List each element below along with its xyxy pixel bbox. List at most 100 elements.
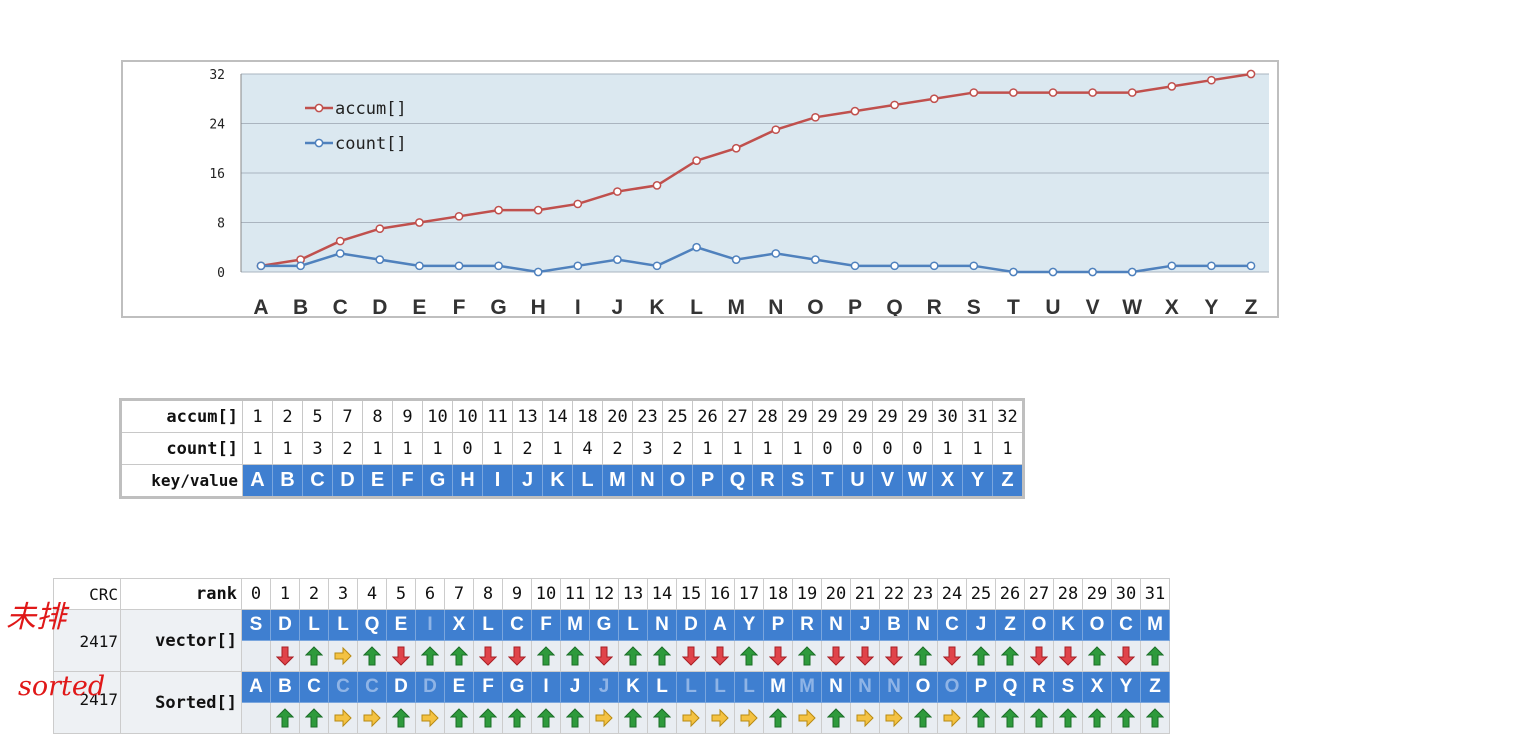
key-row-label: key/value [120,464,243,498]
vector-arrow-cell [879,640,909,672]
vector-arrow-row [54,640,1170,672]
accum-row-label: accum[] [120,399,243,433]
sorted-cell: L [705,671,735,703]
rank-cell: 27 [1024,578,1054,610]
data-point [573,261,583,271]
data-point [1246,261,1256,271]
sorted-cell: E [444,671,474,703]
key-cell: W [902,464,933,498]
arrow-down-icon [392,646,410,666]
series-line-1 [261,245,1251,274]
rank-cell: 13 [618,578,648,610]
sorted-arrow-cell [1140,702,1170,734]
rank-cell: 24 [937,578,967,610]
arrow-up-icon [914,646,932,666]
count-cell: 1 [242,432,273,465]
key-cell: S [782,464,813,498]
sorted-arrow-cell [328,702,358,734]
vector-arrow-cell [328,640,358,672]
arrow-up-icon [827,708,845,728]
arrow-up-icon [508,708,526,728]
arrow-up-icon [769,708,787,728]
rank-cell: 22 [879,578,909,610]
sorted-cell: J [560,671,590,703]
count-cell: 1 [482,432,513,465]
data-point [415,218,424,227]
x-tick-label: M [727,296,745,316]
data-point [771,125,781,135]
data-point [731,143,741,153]
accum-cell: 23 [632,399,663,433]
data-point [969,261,979,271]
count-cell: 3 [632,432,663,465]
accum-cell: 29 [782,399,813,433]
arrow-up-icon [624,708,642,728]
rank-cell: 19 [792,578,822,610]
arrow-up-icon [305,708,323,728]
accum-cell: 32 [992,399,1024,433]
key-cell: E [362,464,393,498]
sorted-arrow-cell [734,702,764,734]
arrow-up-icon [479,708,497,728]
count-cell: 0 [842,432,873,465]
key-cell: A [242,464,273,498]
arrow-up-icon [914,708,932,728]
accum-cell: 8 [362,399,393,433]
vector-arrow-cell [1111,640,1141,672]
count-cell: 2 [602,432,633,465]
sorted-cell: Z [1140,671,1170,703]
key-cell: M [602,464,633,498]
sorted-arrow-cell [386,702,416,734]
arrow-up-icon [972,708,990,728]
vector-cell: M [1140,609,1170,641]
sorted-cell: O [908,671,938,703]
data-point [533,267,543,277]
vector-cell: C [502,609,532,641]
rank-cell: 10 [531,578,561,610]
x-tick-label: H [531,296,546,316]
arrow-up-icon [363,646,381,666]
sorted-label: Sorted[] [120,671,242,734]
sorted-arrow-cell [1053,702,1083,734]
key-cell: Z [992,464,1024,498]
count-cell: 1 [752,432,783,465]
x-tick-label: I [575,296,581,316]
sorted-arrow-cell [415,702,445,734]
vector-arrow-cell [995,640,1025,672]
vector-arrow-cell [618,640,648,672]
vector-arrow-cell [241,640,271,672]
arrow-up-icon [276,708,294,728]
key-cell: K [542,464,573,498]
key-cell: C [302,464,333,498]
arrow-down-icon [885,646,903,666]
vector-arrow-cell [676,640,706,672]
rank-cell: 7 [444,578,474,610]
arrow-down-icon [827,646,845,666]
count-cell: 1 [932,432,963,465]
sorted-arrow-cell [502,702,532,734]
key-cell: Q [722,464,753,498]
arrow-up-icon [1001,646,1019,666]
sorted-arrow-cell [1082,702,1112,734]
data-point [890,100,899,110]
sorted-cell: F [473,671,503,703]
arrow-down-icon [769,646,787,666]
accum-cell: 10 [422,399,453,433]
accum-cell: 29 [812,399,843,433]
vector-cell: S [241,609,271,641]
x-tick-label: B [293,296,308,316]
arrow-right-icon [595,708,613,728]
vector-arrow-cell [821,640,851,672]
accum-cell: 7 [332,399,363,433]
sorted-cell: L [734,671,764,703]
key-cell: L [572,464,603,498]
data-point [771,249,781,258]
key-cell: B [272,464,303,498]
x-tick-label: K [649,296,664,316]
x-tick-label: U [1045,296,1060,316]
vector-cell: E [386,609,416,641]
arrow-up-icon [566,708,584,728]
data-point [1088,88,1097,97]
